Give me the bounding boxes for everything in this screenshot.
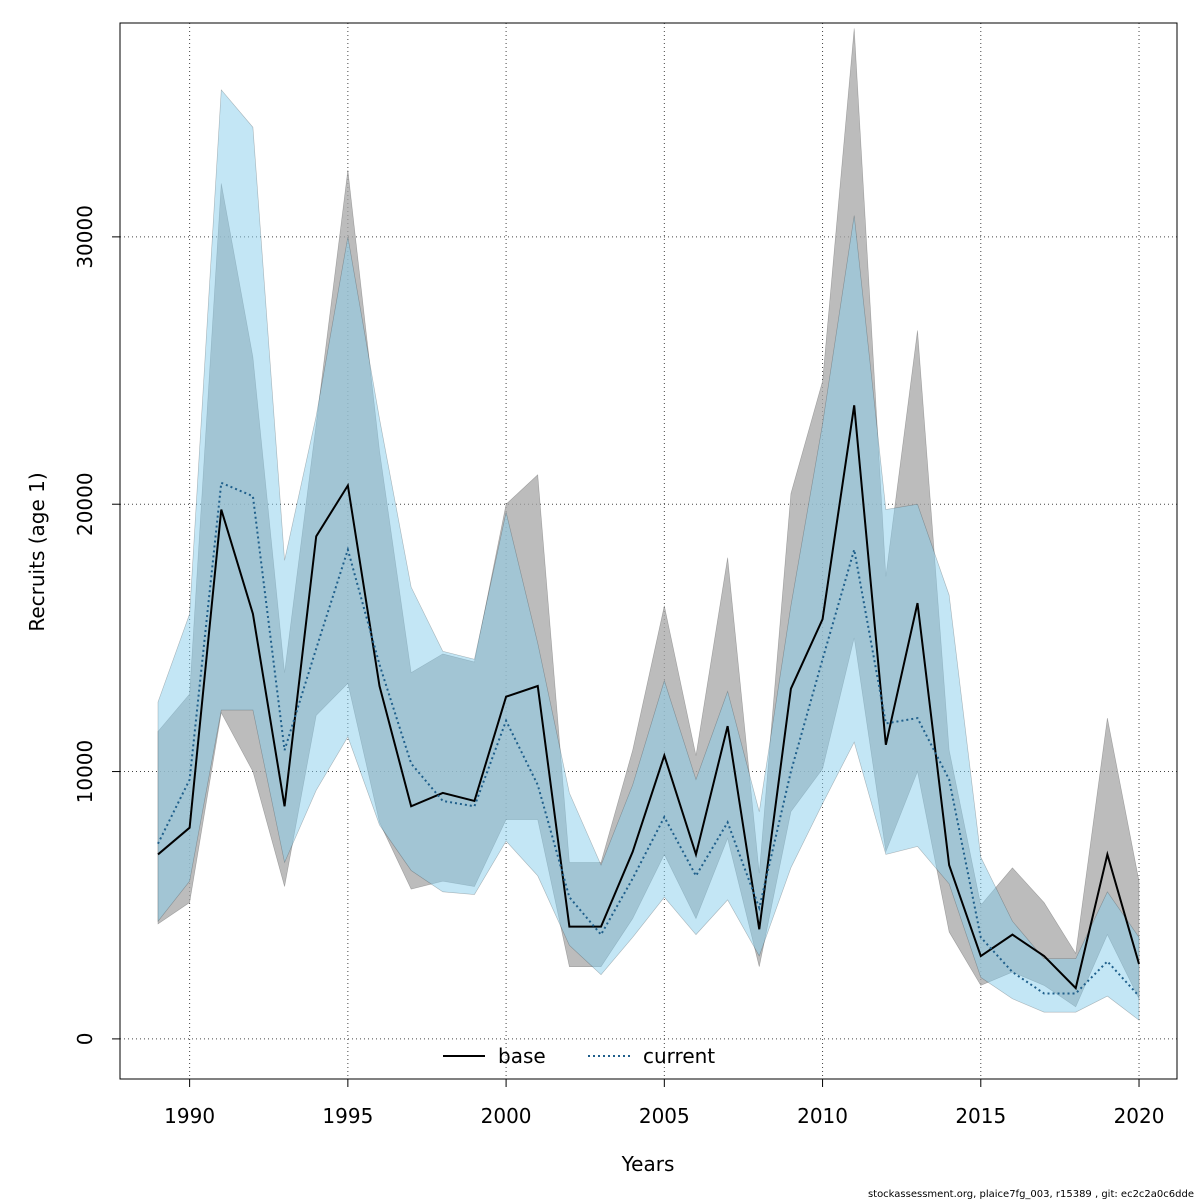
- y-tick-label: 10000: [73, 740, 97, 804]
- y-tick-label: 20000: [73, 472, 97, 536]
- band-current: [157, 89, 1140, 1021]
- x-axis: 1990 1995 2000 2005 2010 2015 2020: [164, 1079, 1164, 1128]
- y-axis-title: Recruits (age 1): [25, 472, 49, 631]
- x-axis-title: Years: [621, 1152, 675, 1176]
- y-tick-label: 0: [73, 1033, 97, 1046]
- y-axis: 0 10000 20000 30000: [73, 205, 120, 1045]
- line-base: [157, 405, 1140, 991]
- x-tick-label: 2020: [1114, 1104, 1165, 1128]
- y-tick-label: 30000: [73, 205, 97, 269]
- footer-credit: stockassessment.org, plaice7fg_003, r153…: [868, 1189, 1194, 1200]
- x-tick-label: 1990: [164, 1104, 215, 1128]
- plot-frame: [119, 22, 1178, 1080]
- x-tick-label: 2015: [955, 1104, 1006, 1128]
- legend-label-base: base: [498, 1044, 546, 1068]
- confidence-bands: [157, 28, 1140, 1021]
- x-tick-label: 2010: [797, 1104, 848, 1128]
- x-tick-label: 2005: [639, 1104, 690, 1128]
- legend: base current: [443, 1044, 715, 1068]
- x-tick-label: 2000: [481, 1104, 532, 1128]
- legend-label-current: current: [643, 1044, 715, 1068]
- series-lines: [157, 405, 1140, 997]
- x-tick-label: 1995: [322, 1104, 373, 1128]
